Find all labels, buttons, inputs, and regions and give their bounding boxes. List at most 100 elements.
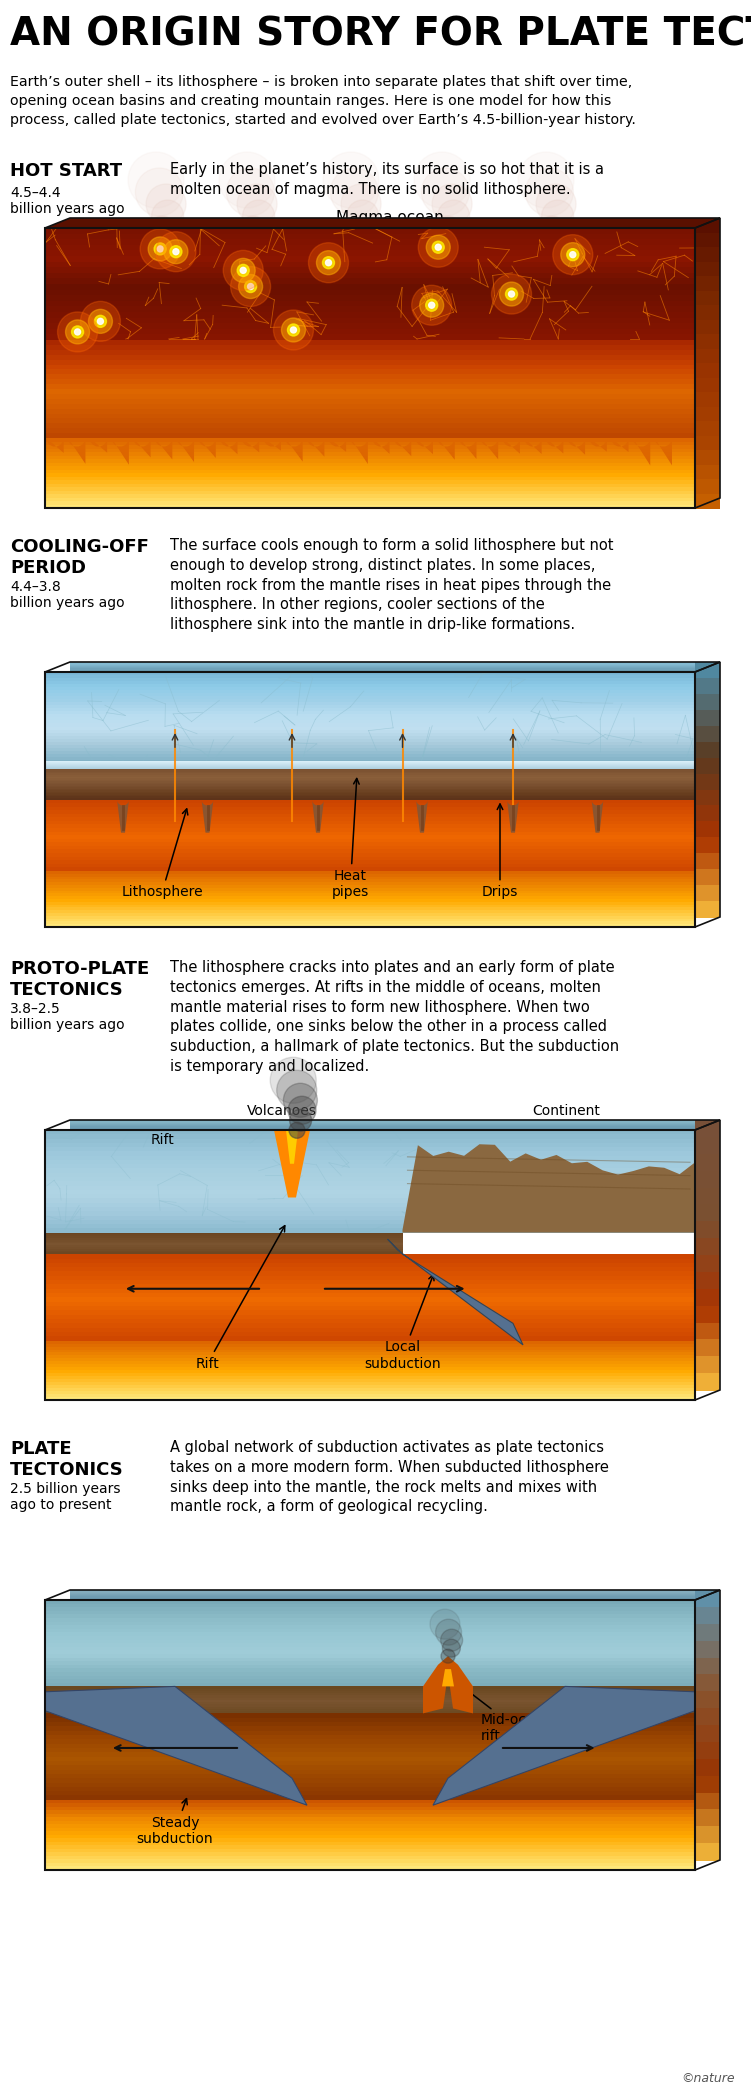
Bar bbox=[45, 1247, 403, 1249]
Circle shape bbox=[309, 243, 348, 283]
Bar bbox=[45, 876, 695, 880]
Bar bbox=[695, 1792, 720, 1809]
Bar bbox=[45, 1130, 695, 1134]
Circle shape bbox=[436, 1620, 462, 1645]
Bar bbox=[695, 1725, 720, 1742]
Circle shape bbox=[541, 199, 574, 233]
Bar bbox=[45, 1249, 403, 1251]
Bar bbox=[45, 813, 695, 817]
Bar bbox=[695, 1708, 720, 1725]
Bar bbox=[45, 899, 695, 901]
Bar bbox=[45, 1195, 695, 1199]
Bar bbox=[45, 755, 695, 757]
Bar bbox=[695, 247, 720, 262]
Circle shape bbox=[148, 237, 172, 260]
Circle shape bbox=[508, 291, 514, 298]
Bar bbox=[45, 910, 695, 914]
Bar bbox=[45, 289, 695, 296]
Polygon shape bbox=[201, 799, 213, 832]
Bar bbox=[45, 438, 695, 442]
Bar bbox=[45, 1633, 695, 1637]
Bar bbox=[695, 218, 720, 233]
Bar bbox=[695, 822, 720, 838]
Circle shape bbox=[156, 233, 196, 272]
Bar bbox=[695, 1373, 720, 1390]
Bar bbox=[45, 849, 695, 853]
Bar bbox=[45, 765, 695, 769]
Circle shape bbox=[152, 199, 183, 233]
Text: 4.4–3.8
billion years ago: 4.4–3.8 billion years ago bbox=[10, 581, 125, 610]
Circle shape bbox=[567, 249, 579, 260]
Bar bbox=[45, 497, 695, 501]
Bar bbox=[45, 1314, 695, 1320]
Bar bbox=[45, 428, 695, 434]
Bar bbox=[695, 1608, 720, 1624]
Bar bbox=[45, 803, 695, 807]
Bar bbox=[45, 1163, 695, 1170]
Circle shape bbox=[150, 216, 174, 241]
Bar bbox=[45, 922, 695, 924]
Bar bbox=[45, 1281, 695, 1285]
Bar bbox=[695, 1323, 720, 1339]
Bar bbox=[45, 918, 695, 922]
Circle shape bbox=[330, 168, 379, 216]
Text: The surface cools enough to form a solid lithosphere but not
enough to develop s: The surface cools enough to form a solid… bbox=[170, 539, 614, 633]
Bar bbox=[695, 1658, 720, 1675]
Bar bbox=[45, 1337, 695, 1341]
Bar bbox=[45, 1683, 695, 1687]
Bar bbox=[45, 1228, 695, 1232]
Circle shape bbox=[80, 302, 120, 342]
Bar bbox=[45, 1216, 695, 1220]
Text: COOLING-OFF
PERIOD: COOLING-OFF PERIOD bbox=[10, 539, 149, 576]
Bar bbox=[45, 449, 695, 453]
Bar bbox=[695, 1339, 720, 1356]
Bar bbox=[45, 864, 695, 868]
Bar bbox=[45, 1356, 695, 1358]
Bar bbox=[45, 1849, 695, 1853]
Bar bbox=[45, 1769, 695, 1775]
Bar bbox=[695, 1153, 720, 1172]
Circle shape bbox=[561, 243, 585, 266]
Bar bbox=[45, 882, 695, 885]
Bar bbox=[695, 1775, 720, 1792]
Bar bbox=[45, 398, 695, 405]
Bar bbox=[45, 1694, 695, 1696]
Circle shape bbox=[441, 1650, 455, 1662]
Bar bbox=[45, 1853, 695, 1857]
Circle shape bbox=[243, 199, 275, 233]
Polygon shape bbox=[68, 438, 86, 463]
Circle shape bbox=[347, 199, 379, 233]
Polygon shape bbox=[351, 438, 368, 463]
Bar bbox=[45, 484, 695, 488]
Circle shape bbox=[421, 168, 469, 216]
Bar bbox=[45, 1687, 695, 1689]
Circle shape bbox=[316, 252, 340, 275]
Bar bbox=[45, 715, 695, 719]
Bar bbox=[695, 1809, 720, 1828]
Circle shape bbox=[231, 266, 270, 306]
Bar bbox=[45, 1727, 695, 1731]
Circle shape bbox=[436, 216, 460, 241]
Text: Heat
pipes: Heat pipes bbox=[332, 778, 369, 899]
Bar bbox=[695, 836, 720, 853]
Circle shape bbox=[65, 321, 89, 344]
Bar bbox=[695, 853, 720, 870]
Bar bbox=[45, 1232, 403, 1235]
Polygon shape bbox=[459, 438, 476, 459]
Bar bbox=[45, 340, 695, 346]
Circle shape bbox=[430, 1610, 460, 1639]
Bar bbox=[45, 1740, 695, 1744]
Bar bbox=[45, 1182, 695, 1186]
Circle shape bbox=[248, 283, 254, 289]
Bar bbox=[45, 1276, 695, 1281]
Polygon shape bbox=[286, 1130, 298, 1163]
Polygon shape bbox=[442, 1668, 454, 1687]
Bar bbox=[695, 277, 720, 291]
Bar bbox=[45, 365, 695, 369]
Bar bbox=[45, 1134, 695, 1138]
Bar bbox=[45, 369, 695, 375]
Text: 2.5 billion years
ago to present: 2.5 billion years ago to present bbox=[10, 1482, 120, 1511]
Bar bbox=[45, 413, 695, 419]
Bar bbox=[695, 1272, 720, 1289]
Circle shape bbox=[414, 153, 470, 208]
